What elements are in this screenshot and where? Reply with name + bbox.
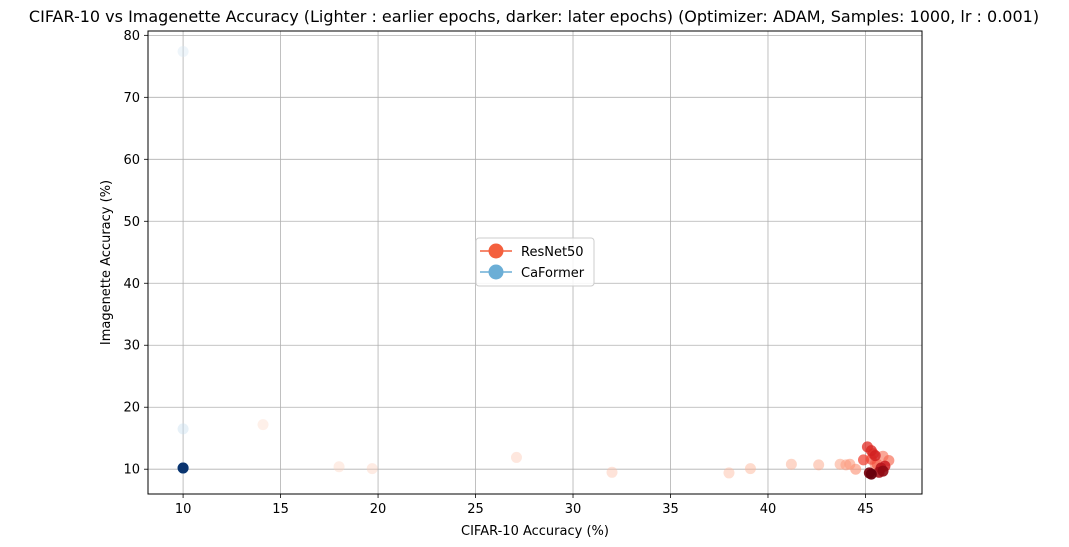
- data-point-resnet50: [869, 450, 881, 462]
- y-tick-label: 70: [123, 91, 140, 106]
- data-point-resnet50: [366, 463, 378, 475]
- data-point-caformer: [177, 462, 189, 474]
- data-point-resnet50: [877, 465, 889, 477]
- legend-box: [475, 237, 595, 287]
- chart-title: CIFAR-10 vs Imagenette Accuracy (Lighter…: [29, 7, 1039, 26]
- y-tick-label: 60: [123, 153, 140, 168]
- data-point-resnet50: [858, 454, 870, 466]
- data-point-caformer: [177, 45, 189, 57]
- data-point-resnet50: [510, 451, 522, 463]
- y-tick-label: 50: [123, 215, 140, 230]
- data-point-resnet50: [257, 419, 269, 431]
- data-point-caformer: [177, 423, 189, 435]
- x-tick-label: 45: [857, 502, 874, 517]
- x-tick-label: 40: [760, 502, 777, 517]
- plot-frame: [147, 30, 923, 495]
- y-tick-label: 10: [123, 463, 140, 478]
- legend: ResNet50 CaFormer: [475, 237, 595, 287]
- data-point-resnet50: [865, 468, 877, 480]
- x-tick-label: 35: [662, 502, 679, 517]
- x-axis-title: CIFAR-10 Accuracy (%): [461, 524, 609, 539]
- y-tick-label: 40: [123, 277, 140, 292]
- y-tick-label: 20: [123, 401, 140, 416]
- axis-ticks: 10 15 20 25 30 35 40 45 10 20 30 40 50 60 70 80: [123, 29, 873, 517]
- x-tick-label: 20: [370, 502, 387, 517]
- data-point-resnet50: [744, 463, 756, 475]
- x-tick-label: 25: [467, 502, 484, 517]
- x-tick-label: 15: [272, 502, 289, 517]
- data-point-resnet50: [606, 466, 618, 478]
- data-point-resnet50: [813, 459, 825, 471]
- x-tick-label: 10: [175, 502, 192, 517]
- y-axis-title: Imagenette Accuracy (%): [99, 180, 114, 345]
- data-point-resnet50: [333, 461, 345, 473]
- legend-label-resnet50: ResNet50: [521, 245, 584, 260]
- x-tick-label: 30: [565, 502, 582, 517]
- data-point-resnet50: [723, 467, 735, 479]
- legend-marker-caformer: [488, 264, 504, 280]
- legend-label-caformer: CaFormer: [521, 266, 585, 281]
- legend-marker-resnet50: [488, 243, 504, 259]
- data-point-resnet50: [850, 463, 862, 475]
- grid-lines: [148, 31, 922, 494]
- y-tick-label: 30: [123, 339, 140, 354]
- y-tick-label: 80: [123, 29, 140, 44]
- data-point-resnet50: [785, 458, 797, 470]
- data-points: [177, 45, 895, 480]
